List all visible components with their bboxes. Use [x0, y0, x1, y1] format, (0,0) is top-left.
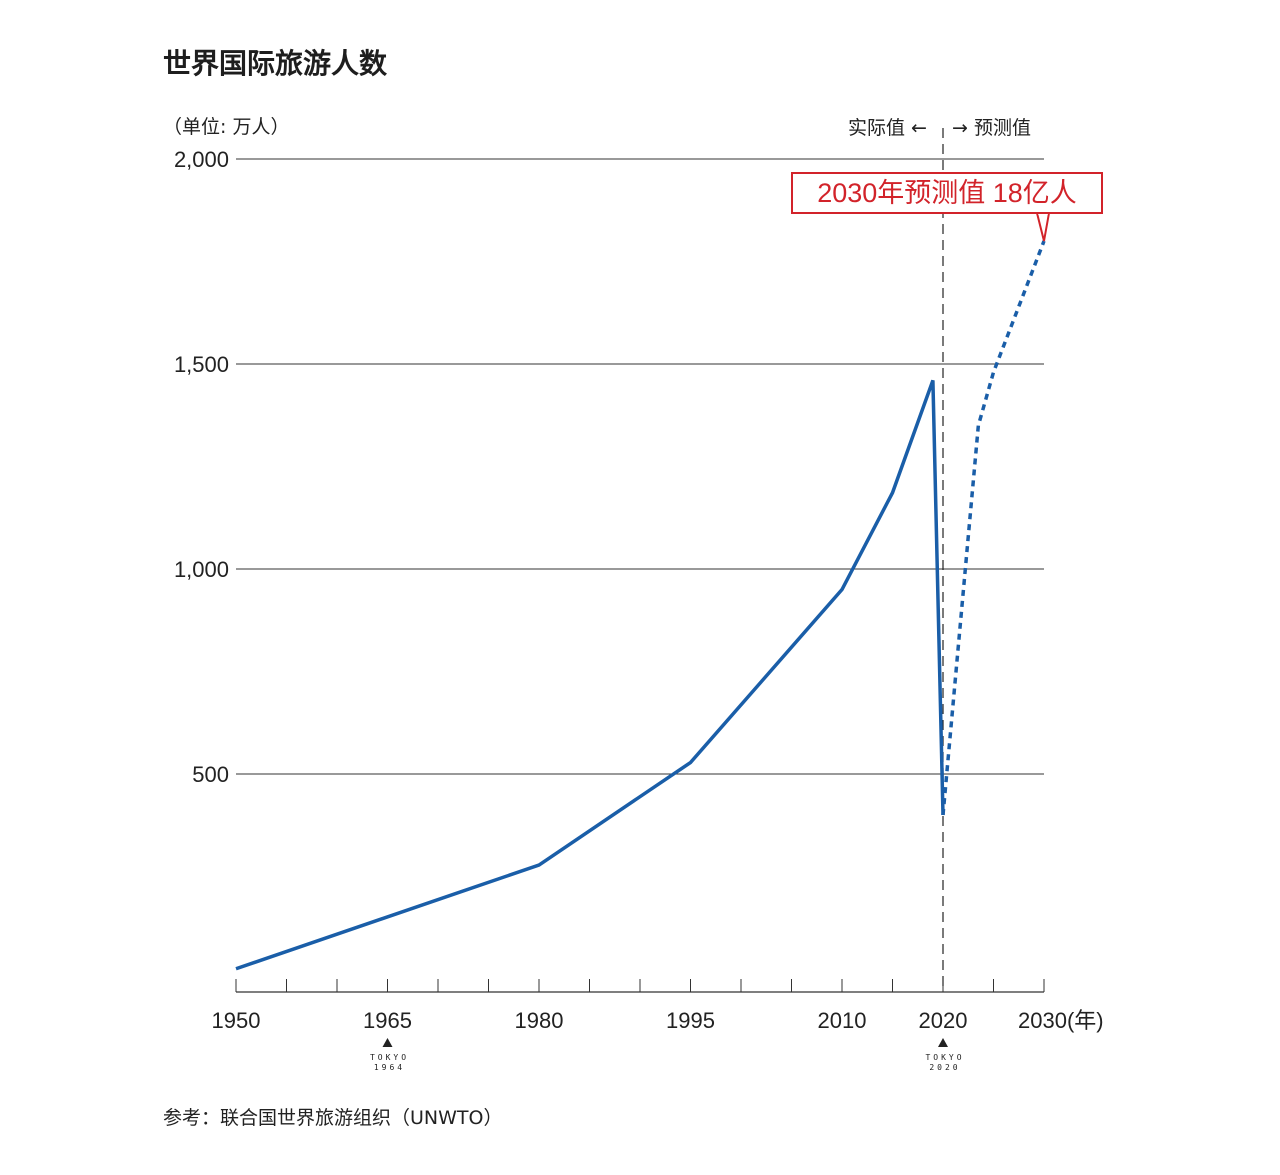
marker-line2: 1964: [374, 1063, 405, 1072]
y-tick-label: 500: [192, 762, 229, 787]
forecast-callout: 2030年预测值 18亿人: [791, 172, 1103, 214]
x-axis: [235, 979, 1045, 993]
source-note: 参考：联合国世界旅游组织（UNWTO）: [163, 1107, 503, 1129]
triangle-up-icon: [382, 1038, 393, 1047]
marker-line1: TOKYO: [925, 1053, 964, 1062]
y-axis-unit-label: （单位: 万人）: [163, 116, 290, 138]
x-tick-label: 2010: [818, 1008, 867, 1033]
marker-line2: 2020: [929, 1063, 960, 1072]
x-axis-ticks: 1950 1965 1980 1995 2010 2020 2030(年): [212, 1008, 1104, 1033]
x-tick-label: 1995: [666, 1008, 715, 1033]
callout-pointer: [1035, 211, 1051, 242]
actual-period-label: 实际值 ←: [848, 117, 927, 139]
x-tick-label: 1980: [515, 1008, 564, 1033]
forecast-period-label: → 预测值: [952, 117, 1031, 139]
x-tick-label: 1965: [363, 1008, 412, 1033]
y-tick-label: 1,000: [174, 557, 229, 582]
x-tick-label: 2020: [919, 1008, 968, 1033]
y-axis-ticks: 500 1,000 1,500 2,000: [174, 147, 229, 787]
gridlines: [236, 158, 1044, 775]
series-lines: [235, 240, 1046, 971]
actual-series-line: [235, 379, 945, 971]
x-tick-label: 1950: [212, 1008, 261, 1033]
forecast-series-line: [941, 240, 1046, 816]
chart-title: 世界国际旅游人数: [163, 47, 388, 80]
triangle-up-icon: [938, 1038, 948, 1047]
x-tick-label: 2030(年): [1018, 1008, 1104, 1033]
marker-line1: TOKYO: [370, 1053, 409, 1062]
callout-pointer: [1035, 212, 1051, 242]
y-tick-label: 1,500: [174, 352, 229, 377]
y-tick-label: 2,000: [174, 147, 229, 172]
